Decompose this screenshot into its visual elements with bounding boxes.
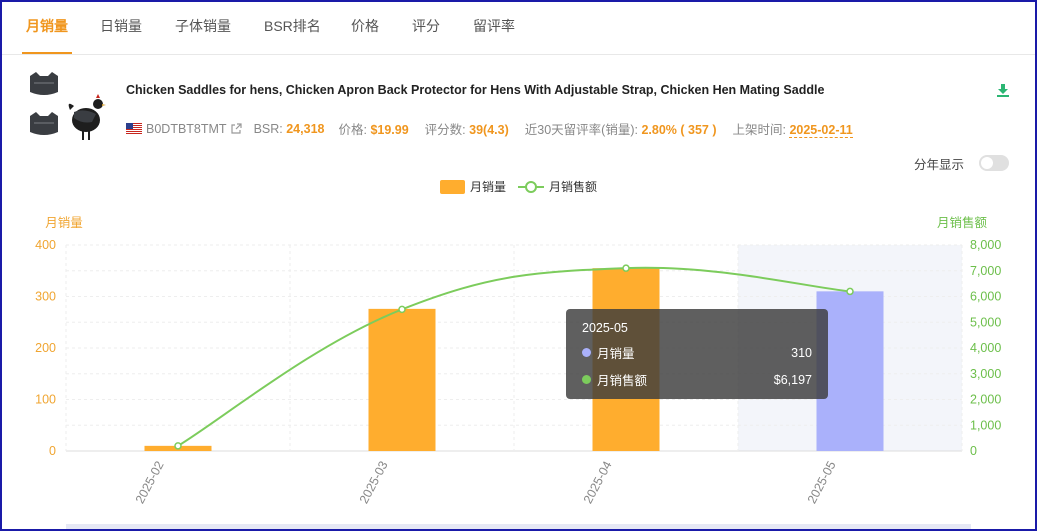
legend-bar-swatch bbox=[440, 179, 465, 194]
bar-2025-03 bbox=[368, 308, 436, 451]
yearly-toggle-label: 分年显示 bbox=[914, 158, 965, 172]
external-link-icon[interactable] bbox=[230, 123, 242, 134]
revenue-point-2025-05 bbox=[846, 287, 854, 296]
y-left-tick-label: 200 bbox=[35, 341, 56, 355]
yearly-toggle-switch[interactable] bbox=[979, 155, 1009, 171]
listed-label: 上架时间: bbox=[732, 123, 786, 137]
reviews-value: 39(4.3) bbox=[469, 123, 509, 137]
tooltip-value-sales: 310 bbox=[791, 345, 812, 360]
bsr-label: BSR: bbox=[253, 121, 283, 136]
y-right-tick-label: 8,000 bbox=[970, 238, 1001, 252]
tooltip-dot-sales bbox=[582, 348, 591, 357]
y-right-tick-label: 0 bbox=[970, 444, 977, 458]
tooltip-title: 2025-05 bbox=[582, 321, 628, 335]
tab-rating[interactable]: 评分 bbox=[412, 18, 440, 34]
tab-price[interactable]: 价格 bbox=[351, 18, 379, 34]
review-rate-label: 近30天留评率(销量): bbox=[524, 123, 638, 137]
y-right-tick-label: 1,000 bbox=[970, 418, 1001, 432]
download-icon[interactable] bbox=[996, 83, 1010, 97]
y-axis-right-label: 月销售额 bbox=[937, 215, 988, 230]
y-left-tick-label: 400 bbox=[35, 238, 56, 252]
legend-line-swatch bbox=[518, 180, 545, 193]
tooltip-value-revenue: $6,197 bbox=[773, 372, 812, 387]
tooltip-label-revenue: 月销售额 bbox=[597, 374, 648, 388]
asin-text[interactable]: B0DTBT8TMT bbox=[146, 121, 227, 136]
y-left-tick-label: 300 bbox=[35, 290, 56, 304]
revenue-line bbox=[177, 266, 851, 447]
y-right-tick-label: 7,000 bbox=[970, 264, 1001, 278]
legend-item-monthly-sales[interactable]: 月销量 bbox=[440, 178, 506, 195]
y-right-tick-label: 4,000 bbox=[970, 341, 1001, 355]
y-right-tick-label: 2,000 bbox=[970, 393, 1001, 407]
tooltip-dot-revenue bbox=[582, 375, 591, 384]
us-flag-icon bbox=[126, 123, 142, 134]
listed-date[interactable]: 2025-02-11 bbox=[789, 123, 853, 138]
tooltip-label-sales: 月销量 bbox=[597, 347, 635, 361]
reviews-label: 评分数: bbox=[424, 123, 466, 137]
revenue-point-2025-02 bbox=[174, 442, 182, 450]
review-rate-value: 2.80% ( 357 ) bbox=[641, 123, 717, 137]
tooltip-row-revenue: 月销售额 $6,197 bbox=[582, 370, 812, 389]
tab-variant-sales[interactable]: 子体销量 bbox=[175, 18, 231, 34]
x-tick-label: 2025-03 bbox=[357, 459, 391, 506]
legend-line-label: 月销售额 bbox=[549, 180, 598, 194]
price-label: 价格: bbox=[338, 123, 367, 137]
y-right-tick-label: 6,000 bbox=[970, 290, 1001, 304]
tab-review-rate[interactable]: 留评率 bbox=[473, 18, 515, 34]
legend-bar-label: 月销量 bbox=[470, 180, 507, 194]
tab-bar: 月销量 日销量 子体销量 BSR排名 价格 评分 留评率 bbox=[2, 2, 1035, 55]
x-tick-label: 2025-05 bbox=[805, 459, 839, 506]
bsr-value: 24,318 bbox=[286, 121, 325, 136]
tooltip-row-sales: 月销量 310 bbox=[582, 343, 812, 362]
chart-zoom-strip[interactable] bbox=[66, 524, 971, 529]
price-value: $19.99 bbox=[370, 123, 409, 137]
product-meta: B0DTBT8TMT BSR: 24,318 价格: $19.99 评分数: 3… bbox=[126, 119, 871, 138]
x-tick-label: 2025-04 bbox=[581, 459, 615, 506]
product-title[interactable]: Chicken Saddles for hens, Chicken Apron … bbox=[126, 83, 825, 97]
revenue-point-2025-04 bbox=[622, 264, 630, 272]
legend-item-monthly-revenue[interactable]: 月销售额 bbox=[518, 178, 597, 195]
tab-monthly-sales[interactable]: 月销量 bbox=[22, 2, 72, 54]
chart-tooltip: 2025-05 月销量 310 月销售额 $6,197 bbox=[566, 309, 828, 399]
x-tick-label: 2025-02 bbox=[133, 459, 167, 506]
revenue-point-2025-03 bbox=[398, 305, 406, 314]
y-left-tick-label: 100 bbox=[35, 393, 56, 407]
tab-bsr-rank[interactable]: BSR排名 bbox=[264, 18, 321, 34]
y-right-tick-label: 5,000 bbox=[970, 315, 1001, 329]
y-axis-left-label: 月销量 bbox=[45, 216, 83, 230]
tab-daily-sales[interactable]: 日销量 bbox=[100, 18, 142, 34]
product-image[interactable] bbox=[26, 70, 106, 150]
y-left-tick-label: 0 bbox=[49, 444, 56, 458]
chart-legend: 月销量 月销售额 bbox=[440, 178, 609, 195]
y-right-tick-label: 3,000 bbox=[970, 367, 1001, 381]
